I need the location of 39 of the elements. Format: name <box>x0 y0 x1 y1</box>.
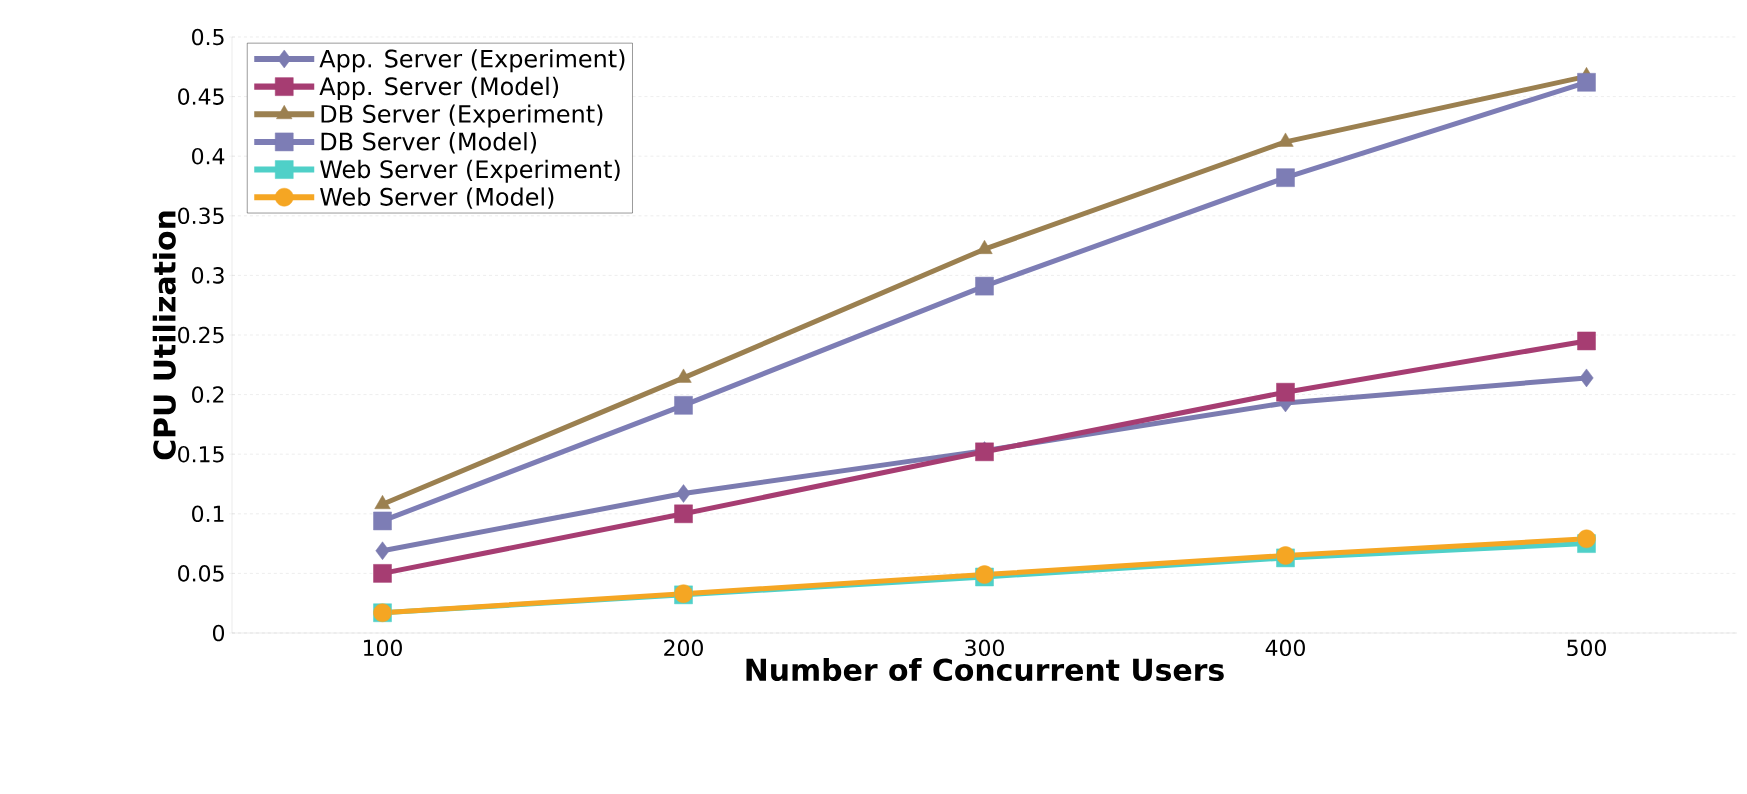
y-tick-label: 0 <box>212 624 225 642</box>
point <box>1579 368 1594 388</box>
y-tick-label: 0.35 <box>178 207 224 225</box>
point <box>674 504 693 524</box>
legend-label: Web Server (Model) <box>320 187 554 209</box>
legend-label: DB Server (Model) <box>321 132 537 154</box>
point <box>1276 168 1295 187</box>
y-tick-label: 0.05 <box>178 565 224 582</box>
y-tick-label: 0.45 <box>178 88 224 105</box>
point <box>1276 382 1295 402</box>
y-tick-label: 0.4 <box>192 147 225 165</box>
point <box>1577 331 1596 351</box>
point <box>373 564 392 583</box>
y-tick-label: 0.1 <box>192 505 224 523</box>
point <box>674 396 693 415</box>
point <box>676 484 691 503</box>
point <box>375 541 390 560</box>
y-tick-label: 0.5 <box>192 28 224 46</box>
point <box>1577 529 1596 549</box>
y-tick-label: 0.25 <box>178 326 224 344</box>
point <box>1277 132 1294 147</box>
x-tick-label: 100 <box>363 639 402 657</box>
legend-label: App. Server (Experiment) <box>319 49 625 73</box>
x-axis-title: Number of Concurrent Users <box>746 657 1224 682</box>
point <box>1577 73 1596 92</box>
y-tick-label: 0.15 <box>178 445 224 463</box>
point <box>373 511 392 531</box>
point <box>975 276 994 296</box>
y-tick-label: 0.3 <box>192 267 224 284</box>
x-tick-label: 500 <box>1567 639 1606 657</box>
point <box>374 495 391 510</box>
legend-label: DB Server (Experiment) <box>321 104 603 128</box>
x-tick-label: 300 <box>965 639 1004 657</box>
y-axis-title: CPU Utilization <box>152 211 176 460</box>
legend-label: App. Server (Model) <box>319 76 559 100</box>
x-tick-label: 400 <box>1265 639 1305 657</box>
y-tick-label: 0.2 <box>192 386 224 403</box>
x-tick-label: 200 <box>664 639 703 657</box>
legend-label: Web Server (Experiment) <box>320 159 620 183</box>
